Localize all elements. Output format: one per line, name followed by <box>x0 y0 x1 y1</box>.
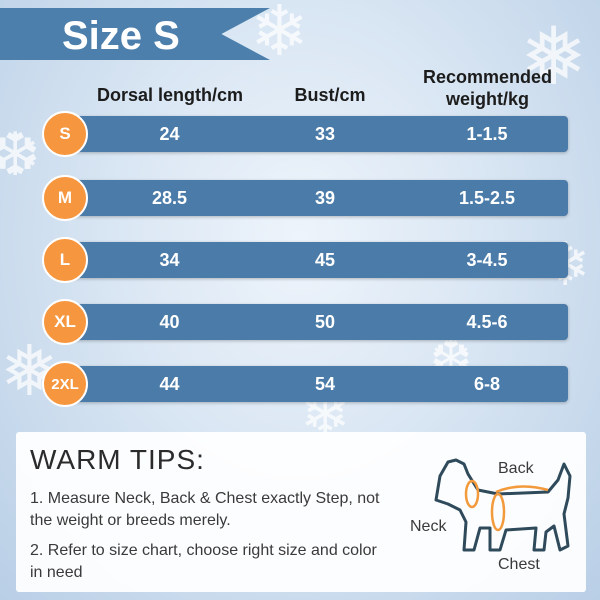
dorsal-value: 24 <box>159 124 180 144</box>
size-row: 40 50 4.5-6 <box>62 304 568 340</box>
size-badge: M <box>42 175 88 221</box>
snowflake-icon: ❅ <box>520 10 588 103</box>
warm-tips-panel: WARM TIPS: 1. Measure Neck, Back & Chest… <box>16 432 586 592</box>
dorsal-value: 44 <box>159 374 180 394</box>
snowflake-icon: ❆ <box>0 120 41 190</box>
tip-item-1: 1. Measure Neck, Back & Chest exactly St… <box>30 490 380 529</box>
header-weight-line2: weight/kg <box>445 89 529 109</box>
page-title: Size S <box>62 14 180 58</box>
header-bust: Bust/cm <box>294 85 366 105</box>
dog-outline-icon <box>434 458 572 552</box>
dog-measurement-diagram <box>434 458 572 552</box>
size-badge: 2XL <box>42 361 88 407</box>
back-measure-line <box>495 485 549 494</box>
warm-tips-title: WARM TIPS: <box>30 444 205 475</box>
bust-value: 50 <box>314 312 336 332</box>
size-row: 28.5 39 1.5-2.5 <box>62 180 568 216</box>
bust-value: 33 <box>314 124 336 144</box>
size-badge: L <box>42 237 88 283</box>
header-weight: Recommended weight/kg <box>405 66 570 110</box>
neck-measure-line <box>464 479 480 509</box>
size-badge: XL <box>42 299 88 345</box>
bust-value: 54 <box>314 374 336 394</box>
size-row: 34 45 3-4.5 <box>62 242 568 278</box>
dorsal-value: 34 <box>159 250 180 270</box>
size-badge: S <box>42 111 88 157</box>
tip-item-2: 2. Refer to size chart, choose right siz… <box>30 542 377 581</box>
weight-value: 3-4.5 <box>466 250 508 270</box>
weight-value: 1-1.5 <box>466 124 508 144</box>
size-row: 24 33 1-1.5 <box>62 116 568 152</box>
dorsal-value: 28.5 <box>151 188 188 208</box>
label-back: Back <box>498 460 534 477</box>
header-dorsal-length: Dorsal length/cm <box>96 85 244 105</box>
size-row: 44 54 6-8 <box>62 366 568 402</box>
chest-measure-line <box>490 492 506 532</box>
weight-value: 1.5-2.5 <box>458 188 516 208</box>
header-weight-line1: Recommended <box>422 67 553 87</box>
label-chest: Chest <box>498 556 540 573</box>
dorsal-value: 40 <box>159 312 180 332</box>
weight-value: 4.5-6 <box>466 312 508 332</box>
bust-value: 45 <box>314 250 336 270</box>
weight-value: 6-8 <box>473 374 500 394</box>
bust-value: 39 <box>314 188 336 208</box>
label-neck: Neck <box>410 518 447 535</box>
